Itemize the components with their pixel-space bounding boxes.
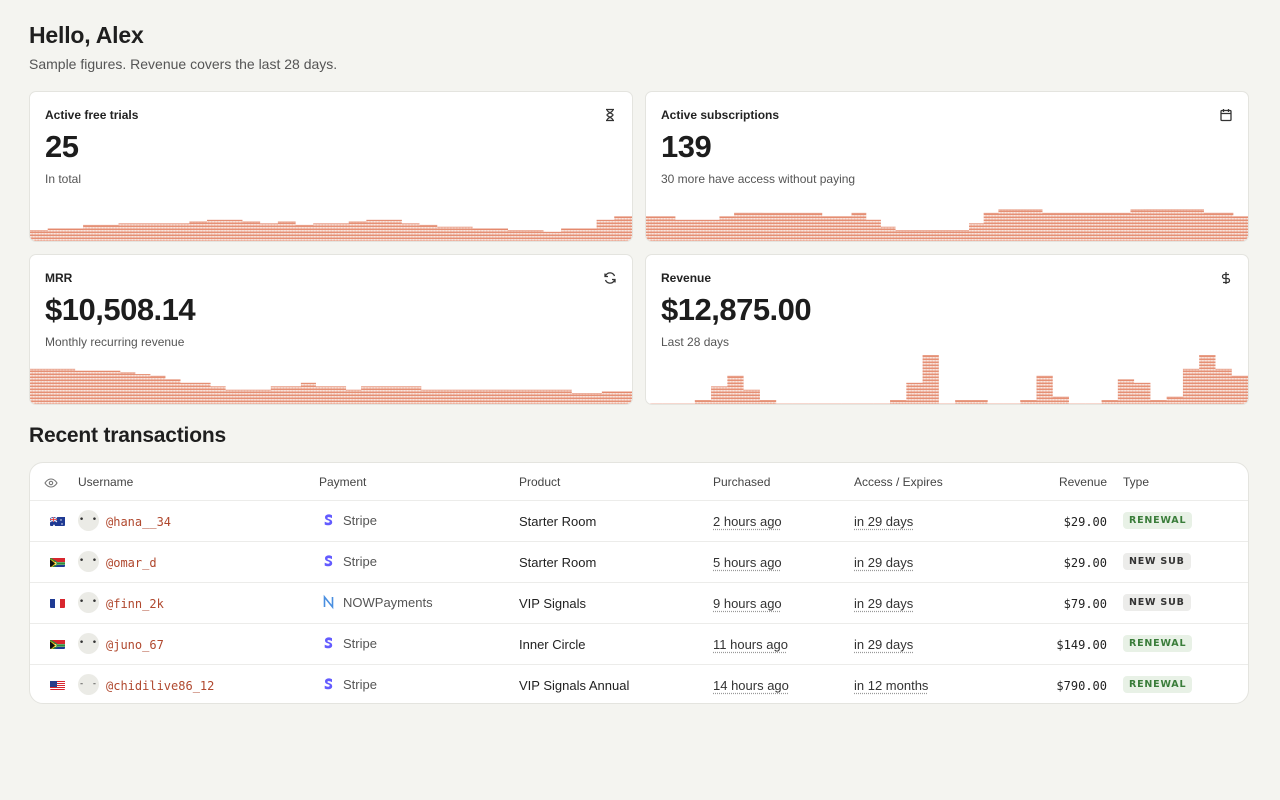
card-revenue: Revenue $12,875.00 Last 28 days (645, 254, 1249, 405)
greeting-heading: Hello, Alex (29, 22, 144, 48)
table-row[interactable]: • • @finn_2k NOWPayments VIP Signals 9 h… (30, 583, 1248, 624)
card-caption: 30 more have access without paying (661, 172, 856, 186)
avatar: • • (78, 633, 99, 654)
stripe-icon (322, 553, 335, 569)
stripe-icon (322, 635, 335, 651)
page-subtitle: Sample figures. Revenue covers the last … (29, 56, 338, 72)
column-payment[interactable]: Payment (319, 475, 367, 489)
flag-icon (50, 597, 65, 608)
stripe-icon (322, 512, 335, 528)
avatar: • • (78, 551, 99, 572)
column-type[interactable]: Type (1123, 475, 1150, 489)
type-badge: NEW SUB (1123, 594, 1191, 611)
card-label: Active subscriptions (661, 108, 780, 122)
card-value: 139 (661, 129, 712, 164)
purchased-time[interactable]: 11 hours ago (713, 637, 788, 652)
column-product[interactable]: Product (519, 475, 561, 489)
type-badge: NEW SUB (1123, 553, 1191, 570)
card-value: $10,508.14 (45, 292, 196, 327)
payment-method: Stripe (343, 554, 377, 569)
card-label: Active free trials (45, 108, 139, 122)
table-row[interactable]: • • @hana__34 Stripe Starter Room 2 hour… (30, 501, 1248, 542)
type-badge: RENEWAL (1123, 635, 1193, 652)
username-link[interactable]: @chidilive86_12 (106, 679, 215, 693)
eye-icon[interactable] (44, 476, 58, 488)
sparkline-mrr (30, 368, 632, 404)
avatar: • • (78, 592, 99, 613)
card-caption: In total (45, 172, 82, 186)
username-link[interactable]: @hana__34 (106, 515, 172, 529)
sparkline-subscriptions (646, 209, 1248, 241)
type-badge: RENEWAL (1123, 676, 1193, 693)
product-name: Starter Room (519, 514, 597, 529)
nowpayments-icon (322, 594, 335, 610)
payment-method: Stripe (343, 636, 377, 651)
card-value: $12,875.00 (661, 292, 812, 327)
purchased-time[interactable]: 14 hours ago (713, 678, 789, 693)
expires-time[interactable]: in 12 months (854, 678, 929, 693)
expires-time[interactable]: in 29 days (854, 637, 914, 652)
avatar: - - (78, 674, 99, 695)
flag-icon (50, 515, 65, 526)
transactions-table: Username Payment Product Purchased Acces… (29, 462, 1249, 704)
flag-icon (50, 556, 65, 567)
card-value: 25 (45, 129, 79, 164)
dollar-icon (1219, 271, 1233, 285)
sparkline-area (30, 216, 632, 241)
column-purchased[interactable]: Purchased (713, 475, 771, 489)
purchased-time[interactable]: 9 hours ago (713, 596, 782, 611)
product-name: VIP Signals (519, 596, 586, 611)
expires-time[interactable]: in 29 days (854, 514, 914, 529)
hourglass-icon (603, 108, 617, 122)
table-row[interactable]: • • @omar_d Stripe Starter Room 5 hours … (30, 542, 1248, 583)
sparkline-revenue (646, 355, 1248, 404)
card-mrr: MRR $10,508.14 Monthly recurring revenue (29, 254, 633, 405)
sparkline-area (646, 209, 1248, 241)
card-label: MRR (45, 271, 73, 285)
card-active-trials: Active free trials 25 In total (29, 91, 633, 242)
product-name: VIP Signals Annual (519, 678, 630, 693)
username-link[interactable]: @finn_2k (106, 597, 164, 611)
product-name: Inner Circle (519, 637, 586, 652)
revenue-amount: $29.00 (1063, 556, 1107, 570)
sparkline-area (646, 355, 1248, 404)
payment-method: Stripe (343, 513, 377, 528)
table-row[interactable]: - - @chidilive86_12 Stripe VIP Signals A… (30, 665, 1248, 703)
table-header: Username Payment Product Purchased Acces… (30, 463, 1248, 501)
type-badge: RENEWAL (1123, 512, 1193, 529)
purchased-time[interactable]: 2 hours ago (713, 514, 782, 529)
purchased-time[interactable]: 5 hours ago (713, 555, 782, 570)
card-label: Revenue (661, 271, 712, 285)
card-active-subscriptions: Active subscriptions 139 30 more have ac… (645, 91, 1249, 242)
username-link[interactable]: @juno_67 (106, 638, 164, 652)
column-revenue[interactable]: Revenue (1058, 475, 1107, 489)
expires-time[interactable]: in 29 days (854, 555, 914, 570)
stripe-icon (322, 676, 335, 692)
revenue-amount: $79.00 (1063, 597, 1107, 611)
recent-transactions-title: Recent transactions (29, 424, 226, 447)
table-row[interactable]: • • @juno_67 Stripe Inner Circle 11 hour… (30, 624, 1248, 665)
payment-method: Stripe (343, 677, 377, 692)
revenue-amount: $149.00 (1056, 638, 1107, 652)
expires-time[interactable]: in 29 days (854, 596, 914, 611)
calendar-icon (1219, 108, 1233, 122)
flag-icon (50, 638, 65, 649)
revenue-amount: $29.00 (1063, 515, 1107, 529)
username-link[interactable]: @omar_d (106, 556, 157, 570)
payment-method: NOWPayments (343, 595, 433, 610)
card-caption: Monthly recurring revenue (45, 335, 185, 349)
refresh-icon (603, 271, 617, 285)
avatar: • • (78, 510, 99, 531)
product-name: Starter Room (519, 555, 597, 570)
sparkline-area (30, 369, 632, 404)
sparkline-trials (30, 216, 632, 241)
revenue-amount: $790.00 (1056, 679, 1107, 693)
card-caption: Last 28 days (661, 335, 730, 349)
flag-icon (50, 679, 65, 690)
column-expires[interactable]: Access / Expires (854, 475, 943, 489)
column-username[interactable]: Username (78, 475, 134, 489)
